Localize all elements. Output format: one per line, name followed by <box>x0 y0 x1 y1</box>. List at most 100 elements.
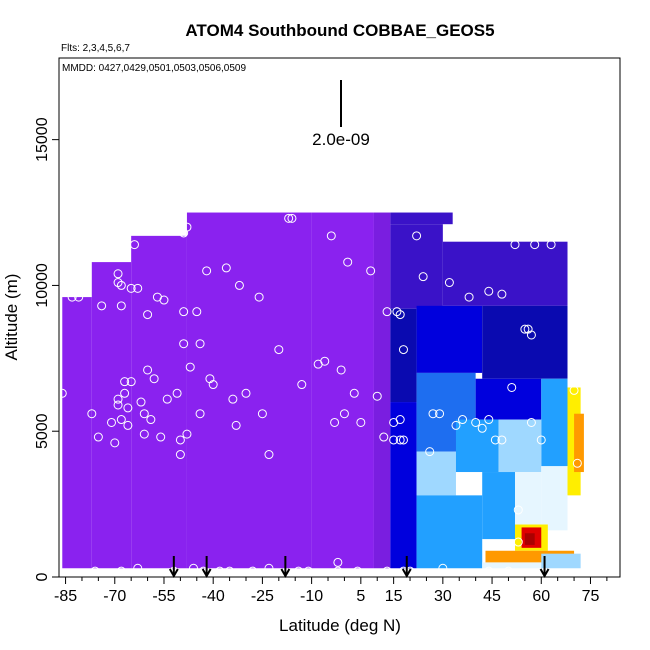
y-tick-label: 0 <box>34 572 51 581</box>
flight-arrow-head <box>401 568 412 579</box>
scale-bar-label: 2.0e-09 <box>312 130 370 149</box>
data-point <box>526 330 536 340</box>
data-point <box>234 280 244 290</box>
data-point <box>93 432 103 442</box>
data-point <box>418 272 428 282</box>
data-point <box>395 435 405 445</box>
data-point <box>398 345 408 355</box>
flight-arrow-head <box>280 568 291 579</box>
x-tick-label: 75 <box>582 588 600 605</box>
data-point <box>428 409 438 419</box>
data-point <box>133 283 143 293</box>
data-point <box>149 374 159 384</box>
data-point <box>526 417 536 427</box>
data-point <box>139 429 149 439</box>
heatmap-cell <box>541 466 568 531</box>
data-point <box>228 394 238 404</box>
data-point <box>221 263 231 273</box>
data-point <box>225 566 235 576</box>
data-point <box>444 278 454 288</box>
x-tick-label: -40 <box>202 588 225 605</box>
heatmap-cell <box>482 305 568 379</box>
data-point <box>172 388 182 398</box>
data-point <box>497 435 507 445</box>
data-point <box>113 400 123 410</box>
data-point <box>438 563 448 573</box>
x-tick-label: -10 <box>300 588 323 605</box>
data-point <box>110 438 120 448</box>
data-point <box>116 280 126 290</box>
data-point <box>264 563 274 573</box>
heatmap-cell <box>416 495 483 569</box>
data-point <box>336 365 346 375</box>
data-point <box>120 388 130 398</box>
x-tick-label: 60 <box>532 588 550 605</box>
heatmap-cell <box>515 472 542 525</box>
heatmap-cell <box>91 262 132 569</box>
heatmap-cell <box>62 297 92 569</box>
data-point <box>287 213 297 223</box>
heatmap-cell <box>541 378 568 467</box>
x-tick-label: -85 <box>54 588 77 605</box>
heatmap-cell <box>574 413 584 473</box>
data-point <box>241 388 251 398</box>
data-point <box>353 566 363 576</box>
x-axis: -85 -70 -55 -40 -25 -10 5 15 30 45 60 75 <box>54 577 608 605</box>
data-point <box>412 231 422 241</box>
data-point <box>57 388 67 398</box>
data-point <box>126 377 136 387</box>
x-tick-label: 45 <box>483 588 501 605</box>
data-point <box>162 394 172 404</box>
data-point <box>274 345 284 355</box>
data-point <box>339 409 349 419</box>
data-point <box>484 415 494 425</box>
data-point <box>382 566 392 576</box>
heatmap-cell <box>455 419 499 473</box>
y-axis-label: Altitude (m) <box>2 274 21 361</box>
data-point <box>126 283 136 293</box>
data-point <box>123 420 133 430</box>
chart-title: ATOM4 Southbound COBBAE_GEOS5 <box>185 21 494 40</box>
data-point <box>231 420 241 430</box>
data-point <box>343 257 353 267</box>
data-point <box>143 365 153 375</box>
heatmap-cell <box>482 472 516 540</box>
scale-bar: 2.0e-09 <box>312 80 370 149</box>
data-point <box>87 409 97 419</box>
data-point <box>123 403 133 413</box>
x-tick-label: 15 <box>385 588 403 605</box>
data-point <box>116 566 126 576</box>
data-point <box>113 269 123 279</box>
data-point <box>293 566 303 576</box>
data-point <box>297 380 307 390</box>
plot-frame <box>58 57 621 578</box>
data-point <box>215 566 225 576</box>
heatmap-cell <box>390 308 417 403</box>
data-point <box>106 417 116 427</box>
data-point <box>208 380 218 390</box>
data-point <box>349 388 359 398</box>
data-point <box>507 382 517 392</box>
data-point <box>192 307 202 317</box>
x-axis-label: Latitude (deg N) <box>279 616 401 635</box>
y-tick-label: 15000 <box>34 117 51 162</box>
data-point <box>372 391 382 401</box>
y-tick-label: 10000 <box>34 263 51 308</box>
data-point <box>513 537 523 547</box>
data-point <box>503 566 513 576</box>
data-point <box>520 324 530 334</box>
data-point <box>398 435 408 445</box>
data-point <box>248 566 258 576</box>
data-point <box>67 292 77 302</box>
data-point <box>182 429 192 439</box>
data-point <box>139 409 149 419</box>
observation-points <box>57 213 582 576</box>
data-point <box>536 435 546 445</box>
data-point <box>116 415 126 425</box>
heatmap-cell <box>416 305 483 373</box>
data-point <box>195 339 205 349</box>
data-point <box>546 240 556 250</box>
data-point <box>484 286 494 296</box>
data-point <box>120 377 130 387</box>
